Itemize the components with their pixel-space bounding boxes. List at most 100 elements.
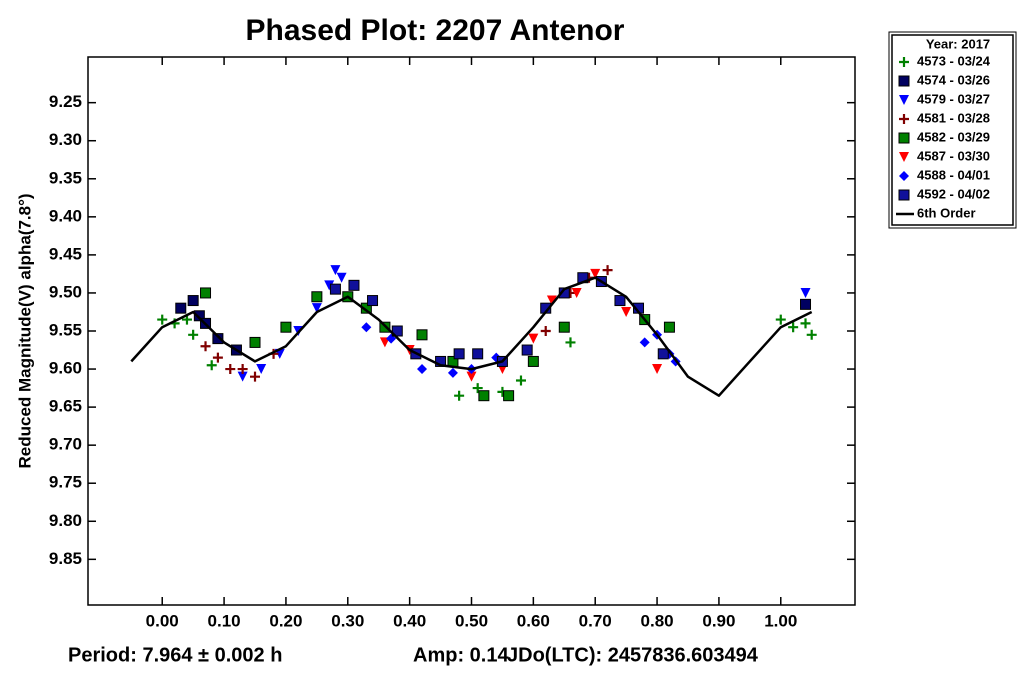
x-tick-label: 0.70 <box>579 611 612 630</box>
point <box>652 364 663 375</box>
x-tick-label: 0.50 <box>455 611 488 630</box>
point <box>528 333 539 344</box>
point <box>193 310 205 322</box>
point <box>225 364 236 375</box>
x-tick-label: 0.20 <box>269 611 302 630</box>
legend-label: 4588 - 04/01 <box>917 167 990 182</box>
point <box>571 287 582 298</box>
point <box>187 295 199 307</box>
legend-label: 4573 - 03/24 <box>917 53 991 68</box>
point <box>602 265 613 276</box>
point <box>453 348 465 360</box>
y-tick-label: 9.70 <box>49 435 82 454</box>
x-tick-label: 1.00 <box>764 611 797 630</box>
legend-inner-frame <box>891 34 1014 226</box>
point <box>800 318 811 329</box>
legend-label: 4581 - 03/28 <box>917 110 990 125</box>
point <box>466 371 477 382</box>
point <box>800 298 812 310</box>
legend-label: 4582 - 03/29 <box>917 129 990 144</box>
point <box>540 326 551 336</box>
point <box>391 325 403 337</box>
point <box>200 341 211 352</box>
point <box>558 321 570 333</box>
point <box>775 314 786 325</box>
point <box>478 390 490 402</box>
legend-marker <box>898 189 910 201</box>
x-tick-label: 0.10 <box>208 611 241 630</box>
point <box>565 337 576 348</box>
point <box>546 295 557 306</box>
point <box>336 272 347 283</box>
x-tick-label: 0.00 <box>146 611 179 630</box>
x-tick-label: 0.60 <box>517 611 550 630</box>
y-tick-label: 9.25 <box>49 92 82 111</box>
legend-label: 4579 - 03/27 <box>917 91 990 106</box>
point <box>657 348 669 360</box>
legend-label: 4574 - 03/26 <box>917 72 990 87</box>
point <box>472 348 484 360</box>
point <box>367 295 379 307</box>
legend-marker <box>899 152 909 162</box>
point <box>329 283 341 295</box>
point <box>311 291 323 303</box>
y-tick-label: 9.85 <box>49 549 82 568</box>
period-annotation: Period: 7.964 ± 0.002 h <box>68 644 282 666</box>
y-tick-label: 9.80 <box>49 511 82 530</box>
legend-marker <box>898 75 910 87</box>
point <box>200 287 212 299</box>
point <box>800 287 811 298</box>
chart-title: Phased Plot: 2207 Antenor <box>246 14 625 47</box>
point <box>249 336 261 348</box>
point <box>324 280 335 291</box>
y-tick-label: 9.60 <box>49 359 82 378</box>
x-tick-label: 0.40 <box>393 611 426 630</box>
point <box>521 344 533 356</box>
point <box>311 303 322 314</box>
point <box>527 355 539 367</box>
legend-frame <box>888 31 1017 229</box>
y-tick-label: 9.35 <box>49 168 82 187</box>
point <box>361 322 372 333</box>
point <box>454 390 465 401</box>
point <box>250 371 261 382</box>
y-tick-label: 9.30 <box>49 130 82 149</box>
point <box>212 352 223 363</box>
point <box>212 333 224 345</box>
point <box>175 302 187 314</box>
point <box>330 265 341 276</box>
point <box>157 314 168 325</box>
x-tick-label: 0.90 <box>702 611 735 630</box>
point <box>614 295 626 307</box>
y-tick-label: 9.40 <box>49 206 82 225</box>
legend-label: 4587 - 03/30 <box>917 148 990 163</box>
legend-label: 6th Order <box>917 205 976 220</box>
point <box>256 364 267 375</box>
point <box>503 390 515 402</box>
point <box>447 367 458 378</box>
point <box>348 279 360 291</box>
point <box>416 329 428 341</box>
point <box>806 329 817 340</box>
point <box>788 322 799 333</box>
point <box>417 364 428 375</box>
y-tick-label: 9.55 <box>49 320 82 339</box>
legend-marker <box>898 132 910 144</box>
point <box>188 329 199 340</box>
y-tick-label: 9.75 <box>49 473 82 492</box>
point <box>472 383 483 394</box>
point <box>206 360 217 371</box>
legend-marker <box>899 95 909 105</box>
legend-marker <box>899 57 909 67</box>
legend-label: 4592 - 04/02 <box>917 186 990 201</box>
epoch-annotation: JDo(LTC): 2457836.603494 <box>507 644 759 666</box>
point <box>515 375 526 386</box>
point <box>590 268 601 279</box>
legend-title: Year: 2017 <box>926 36 990 51</box>
y-tick-label: 9.50 <box>49 282 82 301</box>
point <box>237 371 248 382</box>
y-axis-label: Reduced Magnitude(V) alpha(7.8°) <box>15 193 34 468</box>
y-tick-label: 9.65 <box>49 397 82 416</box>
point <box>237 364 248 375</box>
